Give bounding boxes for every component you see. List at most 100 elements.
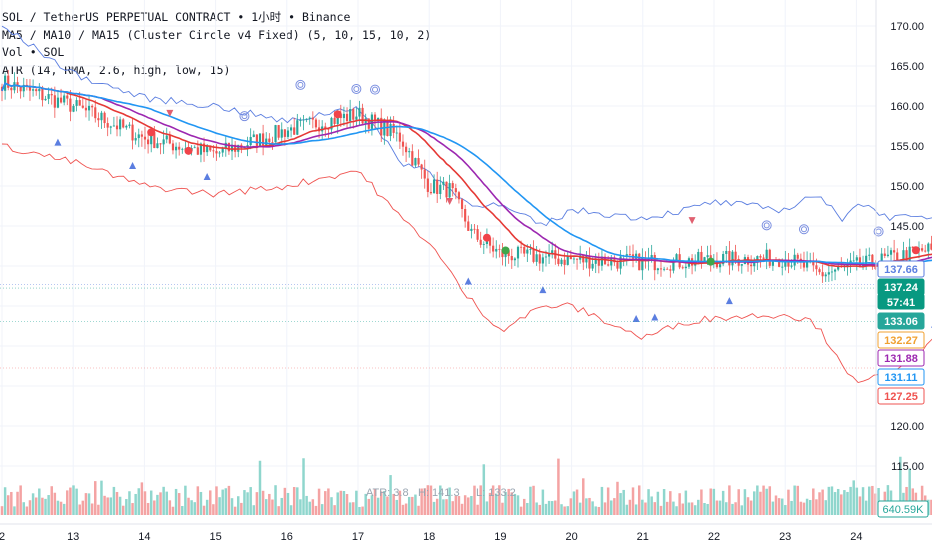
volume-bar: [647, 489, 650, 515]
price-tag: [877, 312, 925, 330]
candle-body: [252, 134, 255, 137]
volume-bar: [38, 488, 41, 515]
candle-body: [476, 229, 479, 240]
candle-body: [619, 256, 622, 269]
volume-bar: [69, 487, 72, 515]
ma15-line: [1, 82, 932, 265]
volume-bar: [311, 499, 315, 515]
volume-bar: [97, 504, 100, 515]
volume-bar: [706, 503, 709, 515]
candle-body: [591, 263, 594, 269]
candle-body: [635, 253, 638, 259]
volume-bar: [703, 502, 706, 515]
candle-body: [398, 132, 401, 142]
candle-body: [787, 259, 790, 267]
buy-triangle: [539, 286, 547, 294]
candle-body: [91, 105, 94, 108]
volume-bar: [603, 502, 607, 515]
cluster-ring-inner: [372, 86, 379, 93]
candle-body: [277, 125, 280, 138]
candle-body: [63, 95, 66, 103]
volume-bar: [799, 501, 803, 515]
buy-triangle: [129, 162, 137, 170]
candle-body: [286, 130, 290, 137]
candle-body: [796, 254, 799, 259]
volume-bar: [519, 506, 523, 515]
cluster-ring-outer: [239, 111, 250, 122]
volume-bar: [274, 485, 277, 515]
sell-triangle: [446, 198, 454, 206]
candle-body: [495, 248, 498, 252]
candle-body: [902, 250, 905, 261]
cluster-dot: [911, 246, 920, 255]
volume-bar: [510, 492, 514, 515]
candle-body: [128, 124, 131, 126]
candle-body: [156, 143, 159, 149]
candle-body: [460, 199, 464, 210]
volume-bar: [665, 501, 669, 515]
high-readout: H: 141.3: [418, 487, 460, 499]
volume-bar: [336, 492, 339, 515]
volume-bar: [821, 489, 824, 515]
candle-body: [830, 271, 834, 273]
candle-body: [728, 250, 731, 266]
volume-bar: [174, 488, 178, 515]
volume-bar: [501, 502, 504, 515]
candle-body: [858, 257, 862, 267]
volume-bar: [569, 498, 573, 515]
candle-body: [886, 254, 889, 256]
volume-bar: [753, 491, 756, 515]
candle-body: [588, 255, 591, 269]
time-axis[interactable]: 2 13 14 15 16 17 18 19 20 21 22 23 24: [0, 523, 932, 543]
volume-bar: [824, 500, 827, 515]
volume-bar: [597, 506, 601, 515]
candle-body: [930, 243, 932, 250]
volume-bar: [103, 495, 106, 515]
candle-body: [224, 142, 227, 149]
candle-body: [66, 95, 69, 99]
candle-body: [520, 246, 523, 248]
cluster-ring-outer: [873, 226, 884, 237]
price-tag: [877, 368, 925, 386]
price-tag-label: 137.66: [884, 264, 918, 276]
legend-symbol[interactable]: SOL / TetherUS PERPETUAL CONTRACT • 1小时 …: [2, 10, 351, 24]
volume-bar: [137, 488, 141, 515]
volume-bar: [296, 487, 299, 515]
volume-bar: [81, 500, 85, 515]
time-tick-label: 19: [494, 531, 506, 543]
candle-body: [209, 145, 212, 151]
candle-body: [352, 109, 355, 120]
volume-bar: [451, 501, 454, 515]
candle-body: [563, 259, 566, 265]
volume-bar: [53, 492, 57, 515]
volume-bar: [13, 506, 16, 515]
volume-bar: [818, 492, 821, 515]
candle-body: [880, 253, 883, 264]
volume-bar: [395, 499, 399, 515]
atr-readout: ATR: 3.8: [366, 487, 409, 499]
candle-body: [432, 179, 436, 194]
candle-body: [821, 272, 824, 277]
time-tick-label: 23: [779, 531, 791, 543]
candle-body: [417, 158, 420, 165]
volume-bar: [317, 488, 321, 515]
candle-body: [641, 257, 644, 271]
candle-body: [445, 181, 448, 198]
volume-bar: [709, 488, 712, 515]
volume-bar: [544, 503, 548, 515]
volume-bar: [355, 490, 358, 515]
candle-body: [597, 259, 600, 266]
volume-bar: [485, 501, 489, 515]
price-axis[interactable]: 170.00 165.00 160.00 155.00 150.00 145.00 120.…: [875, 0, 924, 515]
legend-ma-indicator[interactable]: MA5 / MA10 / MA15 (Cluster Circle v4 Fix…: [2, 27, 432, 42]
volume-bar: [420, 488, 423, 515]
volume-bar: [610, 500, 613, 515]
candle-body: [560, 259, 563, 265]
candle-body: [548, 253, 551, 257]
candle-body: [529, 249, 532, 250]
legend-volume-indicator[interactable]: Vol • SOL: [2, 45, 65, 59]
candle-body: [308, 117, 311, 119]
candle-body: [501, 249, 504, 258]
candle-body: [230, 144, 234, 152]
